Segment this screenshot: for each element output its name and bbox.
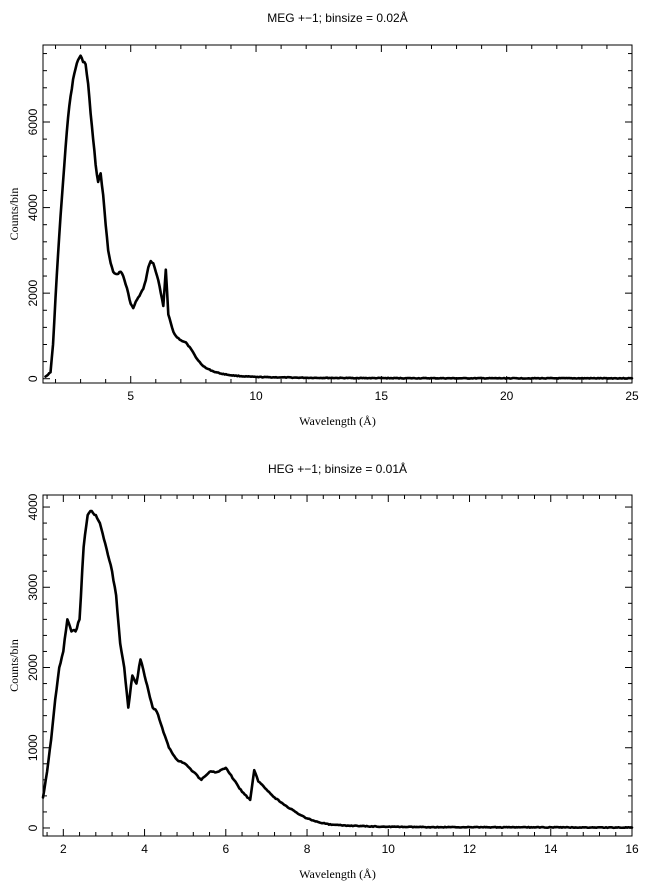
y-tick-label: 4000 [26,194,40,221]
chart-title: HEG +−1; binsize = 0.01Å [268,461,407,476]
y-tick-label: 6000 [26,108,40,135]
x-tick-label: 10 [382,842,396,856]
x-axis-label: Wavelength (Å) [299,414,376,428]
y-tick-label: 2000 [26,279,40,306]
y-axis-label: Counts/bin [7,188,21,241]
x-tick-label: 12 [463,842,477,856]
heg-spectrum-chart: HEG +−1; binsize = 0.01Å 2 4 6 8 10 12 14 16 0 100… [7,461,639,881]
y-tick-label: 0 [26,375,40,382]
x-tick-label: 10 [249,389,263,403]
x-tick-label: 8 [304,842,311,856]
x-tick-label: 20 [500,389,514,403]
y-tick-label: 4000 [26,493,40,520]
chart-title: MEG +−1; binsize = 0.02Å [267,10,407,25]
y-axis-label: Counts/bin [7,639,21,692]
spectrum-series-line [44,54,634,380]
spectrum-series-line [41,509,634,830]
y-tick-label: 3000 [26,574,40,601]
x-tick-label: 14 [544,842,558,856]
x-tick-label: 16 [625,842,639,856]
x-tick-label: 2 [60,842,67,856]
x-tick-label: 4 [141,842,148,856]
y-tick-label: 0 [26,824,40,831]
x-axis-label: Wavelength (Å) [299,867,376,881]
x-tick-label: 15 [375,389,389,403]
y-tick-label: 1000 [26,734,40,761]
x-tick-label: 5 [127,389,134,403]
x-tick-label: 25 [625,389,639,403]
plot-frame [42,494,633,837]
x-tick-label: 6 [222,842,229,856]
meg-spectrum-chart: MEG +−1; binsize = 0.02Å 5 10 15 20 25 0 2000 40… [7,10,639,428]
plot-frame [42,44,633,384]
y-tick-label: 2000 [26,654,40,681]
